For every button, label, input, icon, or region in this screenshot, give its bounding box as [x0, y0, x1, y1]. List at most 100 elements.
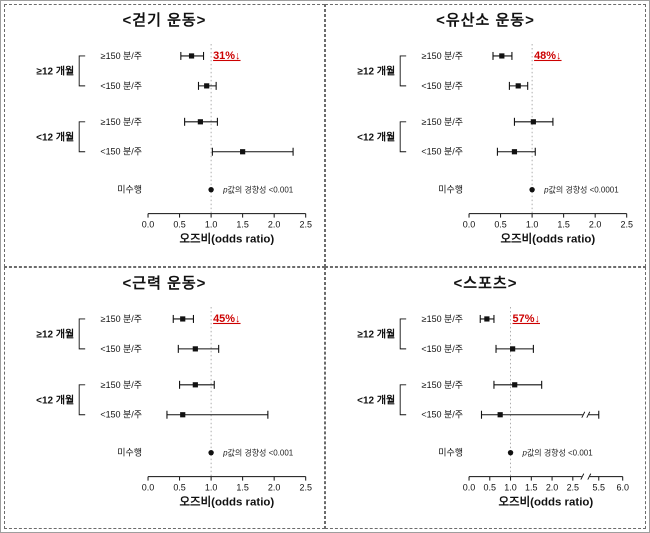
- or-marker: [515, 83, 521, 89]
- row-label: <150 분/주: [421, 147, 463, 157]
- group-bracket: [399, 383, 406, 415]
- tick-label: 2.0: [267, 220, 279, 230]
- forest-plot-strength: ≥150 분/주 <150 분/주 ≥12 개월 ≥150 분/주 <150 분/주 <1…: [36, 306, 311, 508]
- or-marker: [188, 53, 194, 59]
- tick-label: 2.5: [299, 482, 311, 492]
- tick-label: 2.5: [566, 482, 578, 492]
- tick-label: 0.0: [141, 220, 153, 230]
- or-marker: [239, 149, 245, 155]
- tick-label: 1.5: [557, 220, 569, 230]
- row-label: <150 분/주: [100, 147, 142, 157]
- x-axis-label: 오즈비(odds ratio): [179, 494, 274, 508]
- panel-walking-exercise: <걷기 운동> ≥150 분/주 <150 분/주 ≥12 개월 ≥150 분/주 <1…: [4, 4, 325, 267]
- forest-plot-walking: ≥150 분/주 <150 분/주 ≥12 개월 ≥150 분/주 <150 분/주 <1…: [36, 43, 311, 246]
- row-label: ≥150 분/주: [100, 313, 141, 323]
- panel-aerobic-exercise: <유산소 운동> ≥150 분/주 <150 분/주 ≥12 개월 ≥150 분/주 <…: [325, 4, 646, 267]
- tick-label: 0.5: [494, 220, 506, 230]
- tick-label: 1.5: [236, 220, 248, 230]
- group-label: ≥12 개월: [357, 64, 395, 77]
- group-label: <12 개월: [357, 130, 395, 143]
- or-marker: [192, 345, 198, 351]
- tick-label: 0.5: [173, 482, 185, 492]
- row-label: <150 분/주: [421, 81, 463, 91]
- tick-label: 1.5: [525, 482, 537, 492]
- or-marker: [509, 345, 515, 351]
- row-label: ≥150 분/주: [421, 117, 462, 127]
- reference-marker: [207, 449, 214, 455]
- group-label: ≥12 개월: [357, 327, 395, 340]
- chart-title-walking: <걷기 운동>: [122, 12, 207, 29]
- tick-label: 1.0: [204, 482, 216, 492]
- p-trend-label: p값의 경향성 <0.001: [521, 447, 593, 457]
- tick-label: 6.0: [616, 482, 628, 492]
- or-marker: [203, 83, 209, 89]
- tick-label: 2.0: [545, 482, 557, 492]
- chart-title-strength: <근력 운동>: [122, 274, 207, 292]
- row-label: ≥150 분/주: [421, 51, 462, 61]
- bar-break-mark: [580, 411, 585, 418]
- row-label: <150 분/주: [100, 81, 142, 91]
- group-bracket: [399, 317, 406, 349]
- reduction-annotation: 57%↓: [512, 312, 539, 324]
- group-bracket: [399, 55, 406, 87]
- row-label: <150 분/주: [421, 343, 463, 353]
- x-axis-label: 오즈비(odds ratio): [498, 494, 593, 508]
- forest-plot-aerobic: ≥150 분/주 <150 분/주 ≥12 개월 ≥150 분/주 <150 분/주 <1…: [357, 43, 632, 246]
- or-marker: [498, 53, 504, 59]
- row-label: ≥150 분/주: [100, 117, 141, 127]
- or-marker: [197, 119, 203, 125]
- p-trend-label: p값의 경향성 <0.001: [222, 447, 294, 457]
- group-bracket: [78, 317, 85, 349]
- or-marker: [497, 411, 503, 417]
- chart-title-aerobic: <유산소 운동>: [436, 12, 535, 29]
- tick-label: 1.0: [504, 482, 516, 492]
- group-label: ≥12 개월: [36, 64, 74, 77]
- or-marker: [511, 381, 517, 387]
- tick-label: 2.0: [588, 220, 600, 230]
- row-label: <150 분/주: [421, 409, 463, 419]
- p-trend-label: p값의 경향성 <0.0001: [543, 185, 619, 195]
- tick-label: 2.5: [299, 220, 311, 230]
- tick-label: 1.0: [525, 220, 537, 230]
- row-label: <150 분/주: [100, 343, 142, 353]
- row-label: ≥150 분/주: [100, 379, 141, 389]
- group-bracket: [78, 383, 85, 415]
- bar-break-gap: [582, 411, 589, 417]
- row-label: ≥150 분/주: [100, 51, 141, 61]
- panel-grid: <걷기 운동> ≥150 분/주 <150 분/주 ≥12 개월 ≥150 분/주 <1…: [4, 4, 646, 529]
- forest-plot-sports: ≥150 분/주 <150 분/주 ≥12 개월 ≥150 분/주 <150 분/주 <1…: [357, 306, 628, 508]
- axis-break-mark: [579, 472, 584, 480]
- or-marker: [192, 381, 198, 387]
- tick-label: 0.0: [462, 482, 474, 492]
- tick-label: 2.5: [620, 220, 632, 230]
- or-marker: [511, 149, 517, 155]
- group-label: <12 개월: [36, 130, 74, 143]
- reference-row-label: 미수행: [438, 446, 463, 457]
- tick-label: 1.5: [236, 482, 248, 492]
- tick-label: 2.0: [267, 482, 279, 492]
- or-marker: [179, 411, 185, 417]
- x-axis-label: 오즈비(odds ratio): [179, 232, 274, 246]
- panel-strength-exercise: <근력 운동> ≥150 분/주 <150 분/주 ≥12 개월 ≥150 분/주 <1…: [4, 266, 325, 529]
- reference-row-label: 미수행: [117, 446, 142, 457]
- reduction-annotation: 45%↓: [213, 312, 240, 324]
- tick-label: 1.0: [204, 220, 216, 230]
- row-label: ≥150 분/주: [421, 379, 462, 389]
- p-trend-label: p값의 경향성 <0.001: [222, 185, 294, 195]
- or-marker: [483, 315, 489, 322]
- group-bracket: [399, 121, 406, 153]
- group-label: <12 개월: [36, 393, 74, 406]
- group-label: ≥12 개월: [36, 327, 74, 340]
- tick-label: 0.0: [141, 482, 153, 492]
- axis-break-mark: [586, 472, 591, 480]
- reference-row-label: 미수행: [117, 184, 142, 195]
- or-marker: [530, 119, 536, 125]
- panel-sports: <스포츠> ≥150 분/주 <150 분/주 ≥12 개월 ≥150 분/주 <150…: [325, 266, 646, 529]
- tick-label: 0.5: [483, 482, 495, 492]
- group-bracket: [78, 121, 85, 153]
- reference-marker: [528, 186, 535, 193]
- or-marker: [179, 315, 185, 322]
- row-label: <150 분/주: [100, 409, 142, 419]
- reference-marker: [507, 449, 513, 455]
